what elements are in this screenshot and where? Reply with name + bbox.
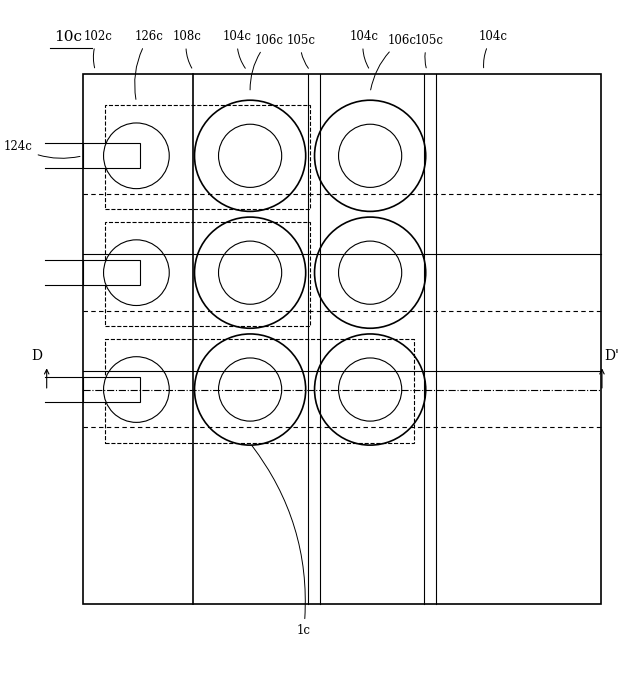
Text: D: D	[32, 349, 43, 363]
Text: 108c: 108c	[173, 31, 202, 68]
Text: 104c: 104c	[223, 31, 252, 68]
Text: D': D'	[605, 349, 620, 363]
Text: 104c: 104c	[349, 31, 378, 68]
Bar	[105, 105, 310, 210]
Bar	[83, 143, 140, 168]
Bar	[83, 74, 601, 604]
Text: 1c: 1c	[252, 445, 311, 637]
Bar	[83, 260, 140, 285]
Text: 124c: 124c	[4, 140, 80, 159]
Text: 106c: 106c	[371, 34, 416, 90]
Text: 105c: 105c	[414, 34, 444, 68]
Bar	[83, 377, 140, 402]
Text: 126c: 126c	[134, 31, 163, 100]
Text: 10c: 10c	[54, 30, 83, 44]
Text: 106c: 106c	[250, 34, 284, 90]
Bar	[105, 222, 310, 326]
Text: 104c: 104c	[479, 31, 508, 68]
Text: 105c: 105c	[286, 34, 315, 68]
Text: 102c: 102c	[84, 31, 113, 68]
Bar	[105, 339, 414, 443]
